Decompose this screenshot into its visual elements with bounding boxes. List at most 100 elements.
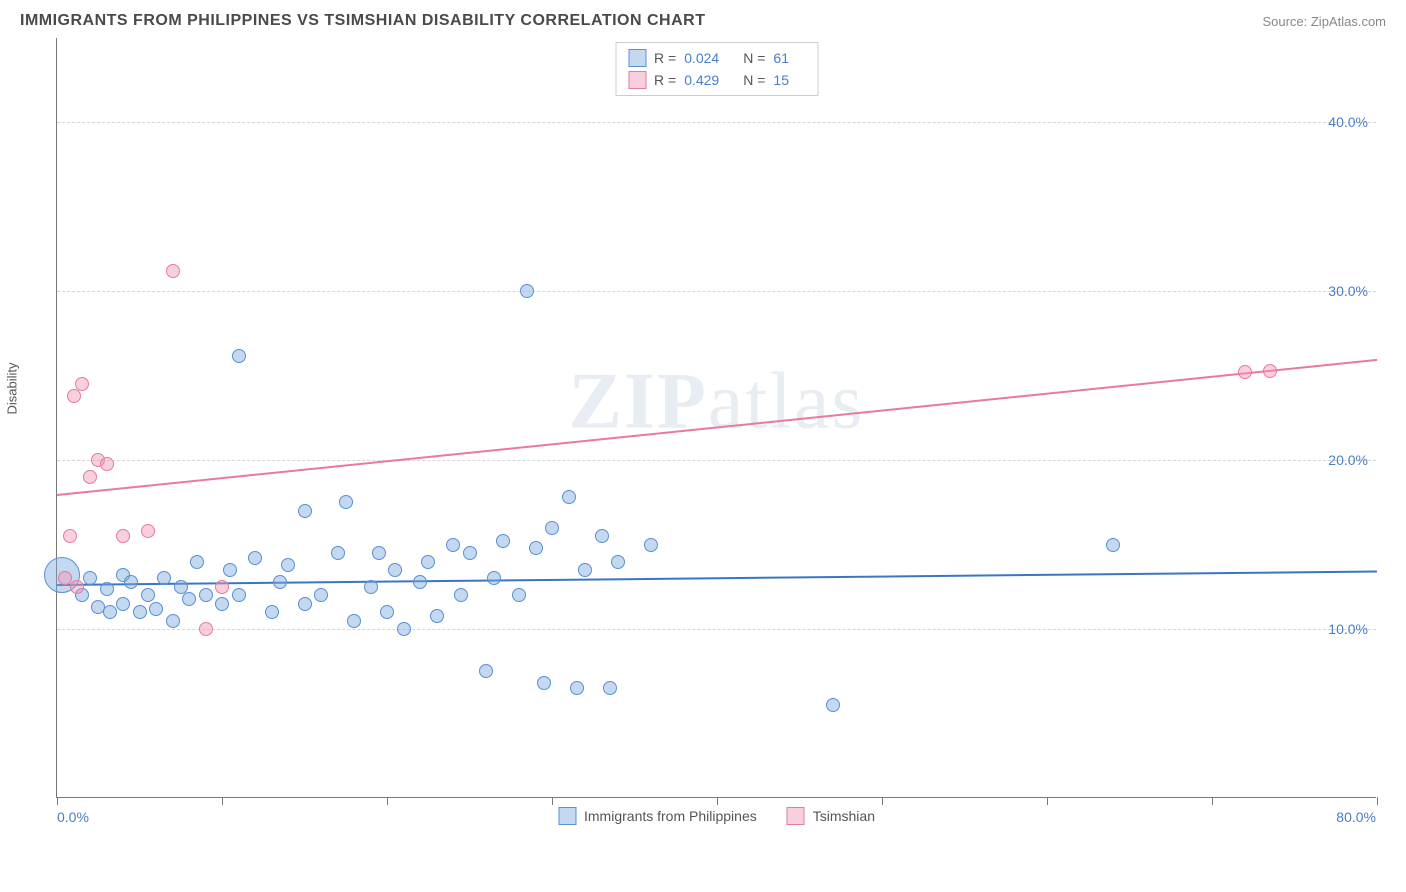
x-tick bbox=[1212, 797, 1213, 805]
x-tick bbox=[387, 797, 388, 805]
y-tick-label: 40.0% bbox=[1328, 114, 1368, 130]
data-point bbox=[520, 284, 534, 298]
data-point bbox=[116, 529, 130, 543]
data-point bbox=[512, 588, 526, 602]
data-point bbox=[273, 575, 287, 589]
data-point bbox=[298, 597, 312, 611]
legend-row-pink: R = 0.429 N = 15 bbox=[628, 69, 805, 91]
x-tick bbox=[222, 797, 223, 805]
legend-row-blue: R = 0.024 N = 61 bbox=[628, 47, 805, 69]
data-point bbox=[100, 582, 114, 596]
trend-line bbox=[57, 359, 1377, 496]
data-point bbox=[603, 681, 617, 695]
legend-item-pink: Tsimshian bbox=[787, 807, 875, 825]
data-point bbox=[103, 605, 117, 619]
data-point bbox=[232, 349, 246, 363]
data-point bbox=[314, 588, 328, 602]
data-point bbox=[644, 538, 658, 552]
data-point bbox=[298, 504, 312, 518]
data-point bbox=[157, 571, 171, 585]
data-point bbox=[454, 588, 468, 602]
data-point bbox=[364, 580, 378, 594]
chart-container: Disability ZIPatlas R = 0.024 N = 61 R =… bbox=[20, 38, 1386, 828]
data-point bbox=[124, 575, 138, 589]
data-point bbox=[1106, 538, 1120, 552]
gridline bbox=[57, 629, 1376, 630]
data-point bbox=[215, 580, 229, 594]
data-point bbox=[1238, 365, 1252, 379]
data-point bbox=[347, 614, 361, 628]
data-point bbox=[248, 551, 262, 565]
data-point bbox=[562, 490, 576, 504]
gridline bbox=[57, 122, 1376, 123]
plot-area: ZIPatlas R = 0.024 N = 61 R = 0.429 N = … bbox=[56, 38, 1376, 798]
data-point bbox=[116, 597, 130, 611]
data-point bbox=[446, 538, 460, 552]
data-point bbox=[380, 605, 394, 619]
x-tick bbox=[717, 797, 718, 805]
data-point bbox=[83, 571, 97, 585]
chart-source: Source: ZipAtlas.com bbox=[1262, 14, 1386, 29]
data-point bbox=[545, 521, 559, 535]
legend-bottom: Immigrants from Philippines Tsimshian bbox=[558, 807, 875, 825]
x-tick bbox=[552, 797, 553, 805]
data-point bbox=[166, 614, 180, 628]
data-point bbox=[67, 389, 81, 403]
gridline bbox=[57, 460, 1376, 461]
legend-swatch-pink bbox=[628, 71, 646, 89]
data-point bbox=[232, 588, 246, 602]
data-point bbox=[281, 558, 295, 572]
data-point bbox=[388, 563, 402, 577]
data-point bbox=[826, 698, 840, 712]
data-point bbox=[372, 546, 386, 560]
data-point bbox=[75, 377, 89, 391]
data-point bbox=[339, 495, 353, 509]
data-point bbox=[70, 580, 84, 594]
data-point bbox=[83, 470, 97, 484]
x-tick bbox=[57, 797, 58, 805]
data-point bbox=[149, 602, 163, 616]
x-axis-min: 0.0% bbox=[57, 809, 89, 825]
x-axis-max: 80.0% bbox=[1336, 809, 1376, 825]
gridline bbox=[57, 291, 1376, 292]
data-point bbox=[611, 555, 625, 569]
y-tick-label: 10.0% bbox=[1328, 621, 1368, 637]
data-point bbox=[199, 588, 213, 602]
data-point bbox=[141, 588, 155, 602]
data-point bbox=[265, 605, 279, 619]
data-point bbox=[479, 664, 493, 678]
chart-title: IMMIGRANTS FROM PHILIPPINES VS TSIMSHIAN… bbox=[20, 12, 705, 30]
chart-header: IMMIGRANTS FROM PHILIPPINES VS TSIMSHIAN… bbox=[0, 0, 1406, 38]
legend-swatch-blue bbox=[628, 49, 646, 67]
data-point bbox=[1263, 364, 1277, 378]
data-point bbox=[133, 605, 147, 619]
data-point bbox=[223, 563, 237, 577]
y-axis-label: Disability bbox=[5, 362, 20, 414]
data-point bbox=[413, 575, 427, 589]
data-point bbox=[190, 555, 204, 569]
watermark: ZIPatlas bbox=[569, 357, 865, 448]
data-point bbox=[578, 563, 592, 577]
data-point bbox=[141, 524, 155, 538]
data-point bbox=[397, 622, 411, 636]
legend-stats: R = 0.024 N = 61 R = 0.429 N = 15 bbox=[615, 42, 818, 96]
data-point bbox=[430, 609, 444, 623]
data-point bbox=[463, 546, 477, 560]
data-point bbox=[421, 555, 435, 569]
legend-swatch-blue-bottom bbox=[558, 807, 576, 825]
trend-line bbox=[57, 570, 1377, 586]
y-tick-label: 20.0% bbox=[1328, 452, 1368, 468]
data-point bbox=[570, 681, 584, 695]
data-point bbox=[63, 529, 77, 543]
data-point bbox=[166, 264, 180, 278]
data-point bbox=[529, 541, 543, 555]
data-point bbox=[182, 592, 196, 606]
x-tick bbox=[882, 797, 883, 805]
y-tick-label: 30.0% bbox=[1328, 283, 1368, 299]
data-point bbox=[537, 676, 551, 690]
legend-item-blue: Immigrants from Philippines bbox=[558, 807, 757, 825]
x-tick bbox=[1047, 797, 1048, 805]
data-point bbox=[331, 546, 345, 560]
data-point bbox=[215, 597, 229, 611]
data-point bbox=[595, 529, 609, 543]
